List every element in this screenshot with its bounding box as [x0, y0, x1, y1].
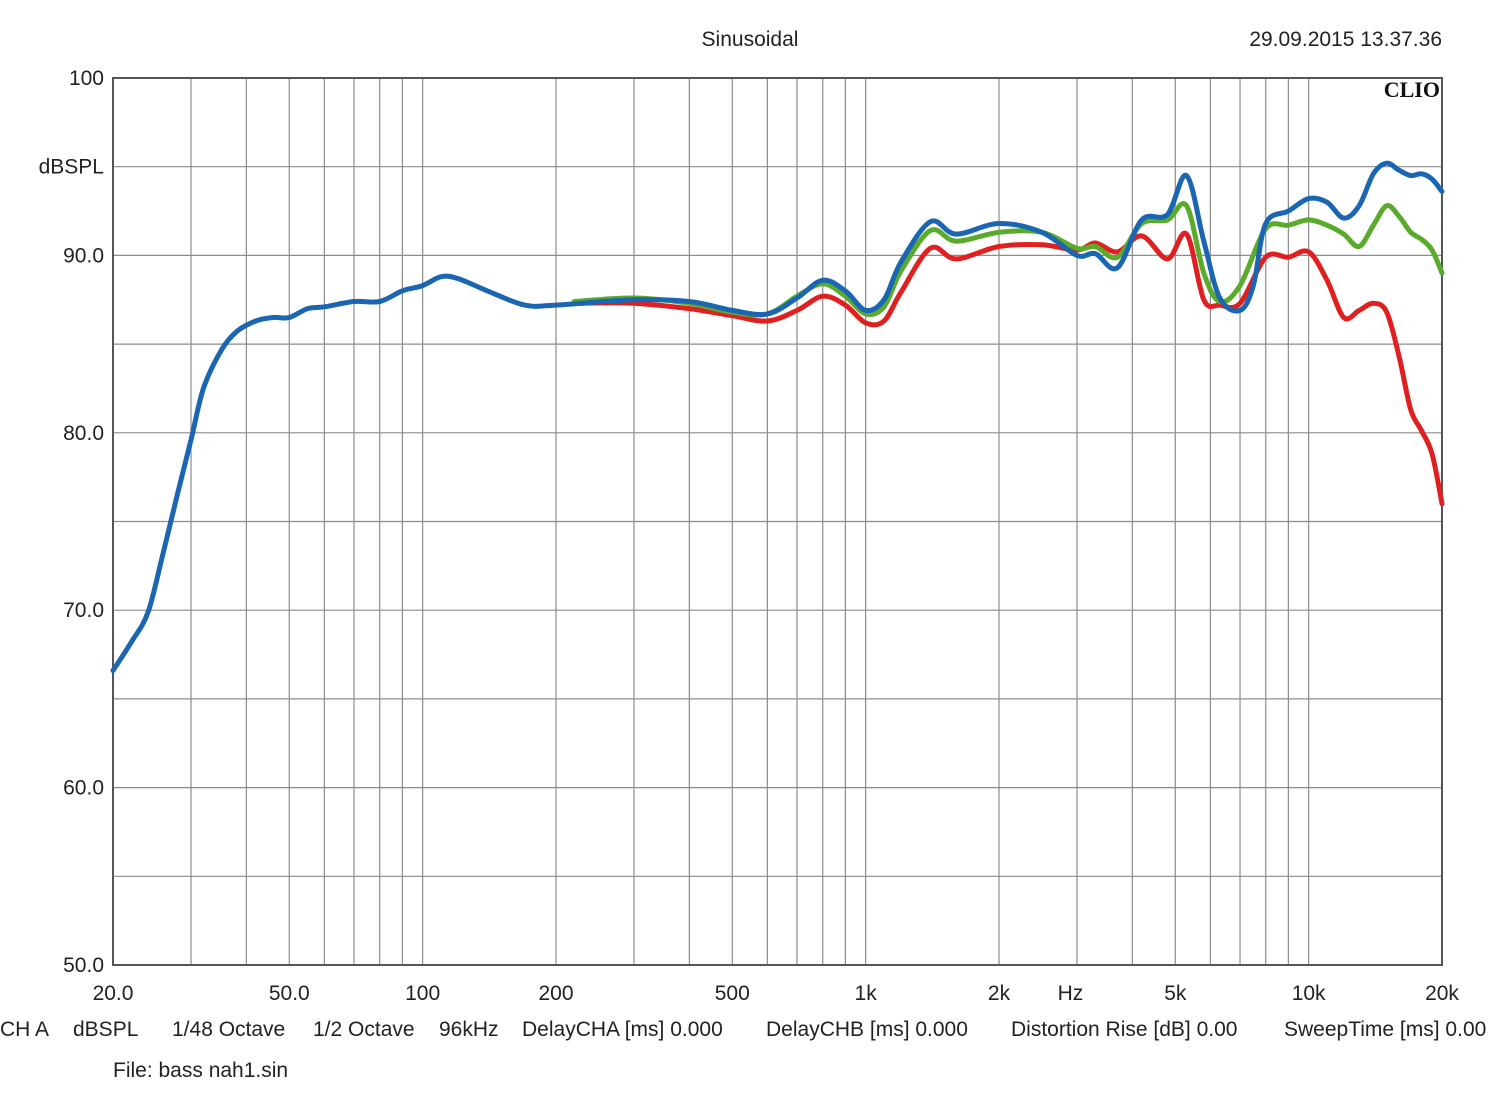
x-tick-label: 200: [538, 982, 573, 1005]
y-tick-label: 90.0: [63, 244, 104, 267]
resolution-label: 1/48 Octave: [172, 1018, 286, 1041]
plot-grid: [113, 78, 1442, 965]
file-name: File: bass nah1.sin: [113, 1059, 289, 1082]
timestamp: 29.09.2015 13.37.36: [1249, 28, 1442, 51]
delay-cha-label: DelayCHA [ms] 0.000: [522, 1018, 723, 1041]
y-tick-label: 60.0: [63, 777, 104, 800]
x-tick-label: 20.0: [93, 982, 134, 1005]
smoothing-label: 1/2 Octave: [313, 1018, 415, 1041]
x-axis-ticks: 20.0 50.0 100 200 500 1k 2k 5k 10k 20k Hz: [93, 982, 1460, 1005]
x-tick-label: 20k: [1425, 982, 1459, 1005]
y-tick-label: 50.0: [63, 954, 104, 977]
x-tick-label: 10k: [1292, 982, 1326, 1005]
unit-label: dBSPL: [73, 1018, 139, 1041]
series-layer: [110, 160, 1445, 673]
x-tick-label: 100: [405, 982, 440, 1005]
measurement-settings: CH A dBSPL 1/48 Octave 1/2 Octave 96kHz …: [0, 1018, 1500, 1046]
y-tick-label: 70.0: [63, 599, 104, 622]
y-tick-label: 100: [69, 67, 104, 90]
y-axis-ticks: 100 dBSPL 90.0 80.0 70.0 60.0 50.0: [39, 67, 104, 977]
sweep-time-label: SweepTime [ms] 0.00: [1284, 1018, 1487, 1041]
y-tick-label: dBSPL: [39, 156, 104, 179]
series-red-line: [571, 230, 1445, 507]
x-tick-label: 50.0: [269, 982, 310, 1005]
x-tick-label: 1k: [855, 982, 878, 1005]
y-tick-label: 80.0: [63, 422, 104, 445]
x-tick-label: 2k: [988, 982, 1011, 1005]
x-axis-unit: Hz: [1058, 982, 1084, 1005]
x-tick-label: 5k: [1164, 982, 1187, 1005]
chart-title: Sinusoidal: [702, 28, 799, 51]
plot-frame: [112, 77, 1443, 966]
distortion-rise-label: Distortion Rise [dB] 0.00: [1011, 1018, 1238, 1041]
channel-label: CH A: [0, 1018, 50, 1041]
series-green-line: [571, 201, 1445, 318]
sample-rate-label: 96kHz: [439, 1018, 499, 1041]
delay-chb-label: DelayCHB [ms] 0.000: [766, 1018, 968, 1041]
x-tick-label: 500: [715, 982, 750, 1005]
series-blue-line: [110, 160, 1445, 673]
brand-logo: CLIO: [1384, 77, 1440, 102]
